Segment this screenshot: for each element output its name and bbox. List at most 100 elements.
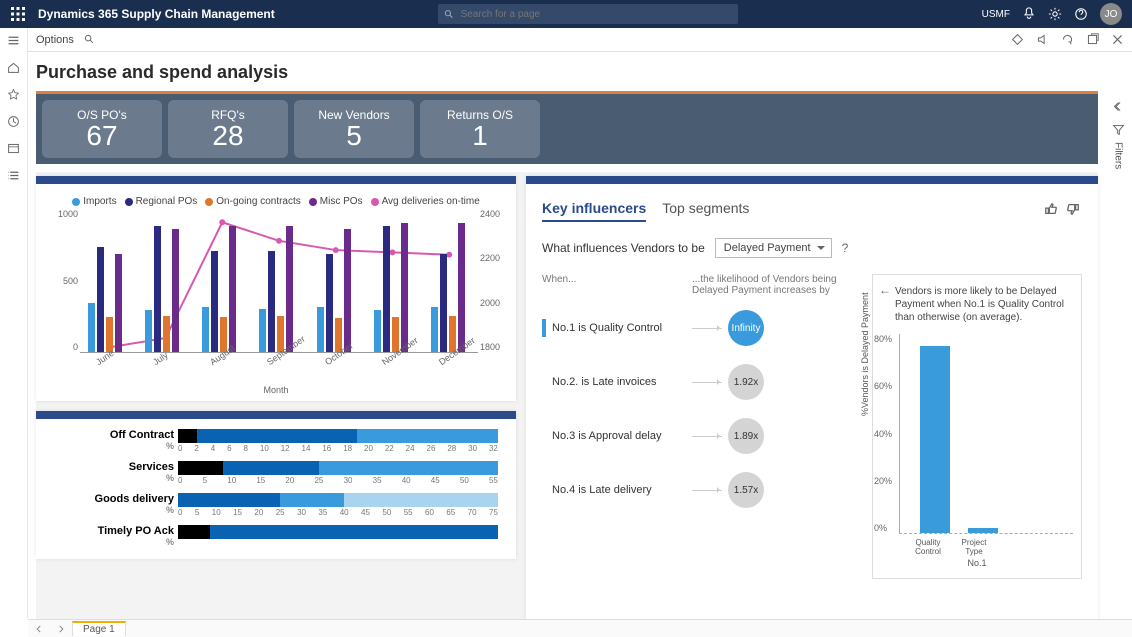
month-group — [423, 223, 473, 352]
legend-item: Imports — [72, 196, 116, 207]
ki-detail-panel: ← Vendors is more likely to be Delayed P… — [872, 274, 1082, 579]
gear-icon[interactable] — [1048, 7, 1062, 21]
ki-detail-chart: 80%60%40%20%0% — [899, 334, 1073, 534]
legend-item: Regional POs — [125, 196, 198, 207]
month-group — [80, 247, 130, 352]
help-icon[interactable] — [1074, 7, 1088, 21]
diamond-icon[interactable] — [1011, 33, 1024, 46]
ki-tabs: Key influencers Top segments — [542, 200, 1082, 222]
hamburger-icon[interactable] — [7, 34, 20, 47]
tab-top-segments[interactable]: Top segments — [662, 200, 749, 222]
bar — [458, 223, 465, 352]
thumbs-up-icon[interactable] — [1044, 202, 1058, 216]
ki-dropdown[interactable]: Delayed Payment — [715, 238, 832, 258]
bar — [268, 251, 275, 352]
bar — [286, 226, 293, 352]
legend-item: Avg deliveries on-time — [371, 196, 480, 207]
options-button[interactable]: Options — [36, 34, 74, 46]
ki-when: No.2. is Late invoices — [552, 376, 692, 388]
company-code[interactable]: USMF — [982, 9, 1010, 20]
ki-row[interactable]: No.3 is Approval delay1.89x — [542, 418, 860, 454]
ki-row[interactable]: No.4 is Late delivery1.57x — [542, 472, 860, 508]
back-arrow-icon[interactable]: ← — [879, 283, 891, 297]
hbar-row: Timely PO Ack% — [44, 525, 508, 547]
ki-bubble: Infinity — [728, 310, 764, 346]
search-box[interactable] — [438, 4, 738, 24]
ki-question-text: What influences Vendors to be — [542, 241, 705, 255]
bell-icon[interactable] — [1022, 7, 1036, 21]
hbar-label: Timely PO Ack% — [44, 525, 174, 547]
search-icon — [444, 9, 454, 20]
bar — [401, 223, 408, 352]
bar — [229, 226, 236, 352]
hbar-row: Goods delivery%0510152025303540455055606… — [44, 493, 508, 517]
ki-help-icon[interactable]: ? — [842, 241, 849, 255]
bar — [88, 303, 95, 352]
ki-detail-text: Vendors is more likely to be Delayed Pay… — [895, 285, 1073, 324]
kpi-card[interactable]: RFQ's28 — [168, 100, 288, 158]
toolbar: Options — [28, 28, 1132, 52]
bar — [440, 254, 447, 352]
ki-detail-bar — [968, 528, 998, 533]
bar — [317, 307, 324, 352]
app-launcher-icon[interactable] — [10, 6, 26, 22]
combo-plot: 10005000 2400220020001800 — [80, 213, 478, 353]
bar — [154, 226, 161, 352]
dashboard-body: ImportsRegional POsOn-going contractsMis… — [36, 172, 1098, 620]
kpi-card[interactable]: O/S PO's67 — [42, 100, 162, 158]
ki-row[interactable]: No.1 is Quality ControlInfinity — [542, 310, 860, 346]
kpi-strip: O/S PO's67RFQ's28New Vendors5Returns O/S… — [36, 91, 1098, 164]
legend-item: Misc POs — [309, 196, 363, 207]
hbar-track — [178, 493, 498, 507]
star-icon[interactable] — [7, 88, 20, 101]
hbar-row: Services%0510152025303540455055 — [44, 461, 508, 485]
app-title: Dynamics 365 Supply Chain Management — [38, 7, 275, 21]
top-header: Dynamics 365 Supply Chain Management USM… — [0, 0, 1132, 28]
module-icon[interactable] — [7, 142, 20, 155]
page-tab-1[interactable]: Page 1 — [72, 621, 126, 636]
chevron-left-icon[interactable] — [1112, 100, 1125, 113]
avatar[interactable]: JO — [1100, 3, 1122, 25]
page-title: Purchase and spend analysis — [36, 62, 1098, 83]
clock-icon[interactable] — [7, 115, 20, 128]
popout-icon[interactable] — [1086, 33, 1099, 46]
tab-key-influencers[interactable]: Key influencers — [542, 200, 646, 222]
combo-legend: ImportsRegional POsOn-going contractsMis… — [44, 196, 508, 207]
prev-page-icon[interactable] — [34, 624, 44, 634]
next-page-icon[interactable] — [56, 624, 66, 634]
kpi-card[interactable]: Returns O/S1 — [420, 100, 540, 158]
filters-label: Filters — [1113, 142, 1124, 169]
ki-likelihood-header: ...the likelihood of Vendors being Delay… — [692, 274, 860, 296]
y-axis-left: 10005000 — [48, 209, 78, 352]
kpi-value: 1 — [472, 122, 488, 150]
ki-when: No.3 is Approval delay — [552, 430, 692, 442]
bar — [326, 254, 333, 352]
filter-icon[interactable] — [1112, 123, 1125, 136]
bar — [115, 254, 122, 352]
ki-detail-ylabel: %Vendors is Delayed Payment — [860, 292, 870, 416]
hbar-card: Off Contract%024681012141618202224262830… — [36, 411, 516, 559]
speaker-icon[interactable] — [1036, 33, 1049, 46]
thumbs-down-icon[interactable] — [1066, 202, 1080, 216]
ki-bubble: 1.92x — [728, 364, 764, 400]
content: Purchase and spend analysis O/S PO's67RF… — [36, 62, 1098, 620]
kpi-card[interactable]: New Vendors5 — [294, 100, 414, 158]
bar — [259, 309, 266, 352]
close-icon[interactable] — [1111, 33, 1124, 46]
x-axis-title: Month — [44, 385, 508, 395]
filter-rail[interactable]: Filters — [1104, 92, 1132, 169]
hbar-track — [178, 429, 498, 443]
bar — [344, 229, 351, 352]
month-labels: JuneJulyAugustSeptemberOctoberNovemberDe… — [80, 355, 478, 385]
search-input[interactable] — [461, 9, 733, 20]
ki-thumbs — [1044, 202, 1080, 216]
ki-detail-y-ticks: 80%60%40%20%0% — [874, 334, 892, 533]
list-icon[interactable] — [7, 169, 20, 182]
home-icon[interactable] — [7, 61, 20, 74]
y-axis-right: 2400220020001800 — [480, 209, 508, 352]
kpi-value: 28 — [212, 122, 243, 150]
ki-row[interactable]: No.2. is Late invoices 1.92x — [542, 364, 860, 400]
bar — [172, 229, 179, 352]
search-icon[interactable] — [84, 34, 95, 45]
refresh-icon[interactable] — [1061, 33, 1074, 46]
